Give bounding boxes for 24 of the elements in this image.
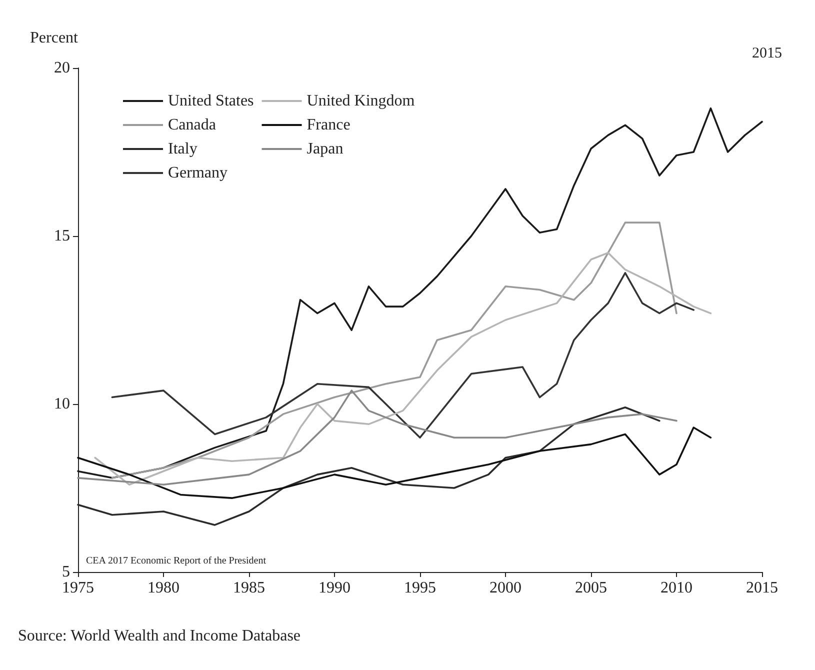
x-tick-label: 2015: [746, 580, 778, 596]
x-tick-label: 1985: [233, 580, 265, 596]
x-tick-label: 1975: [62, 580, 94, 596]
legend-label: Japan: [306, 140, 344, 158]
legend-label: United States: [168, 92, 254, 110]
y-tick-label: 5: [62, 564, 70, 580]
y-tick-label: 20: [54, 60, 70, 76]
x-tick-label: 2005: [575, 580, 607, 596]
y-tick-label: 10: [54, 396, 70, 412]
x-tick-label: 2010: [660, 580, 692, 596]
legend-label: Canada: [168, 116, 216, 134]
legend-label: Germany: [168, 164, 228, 182]
y-axis-title: Percent: [30, 30, 79, 46]
legend-label: Italy: [168, 140, 198, 158]
legend-label: United Kingdom: [306, 92, 416, 110]
x-tick-label: 1990: [318, 580, 350, 596]
source-note: Source: World Wealth and Income Database: [18, 628, 301, 644]
x-tick-label: 1980: [148, 580, 180, 596]
legend-label: France: [306, 116, 350, 134]
y-tick-label: 15: [54, 228, 70, 244]
text: 2015: [752, 46, 782, 62]
x-tick-label: 2000: [490, 580, 522, 596]
annotation: CEA 2017 Economic Report of the President: [86, 556, 266, 566]
x-tick-label: 1995: [404, 580, 436, 596]
